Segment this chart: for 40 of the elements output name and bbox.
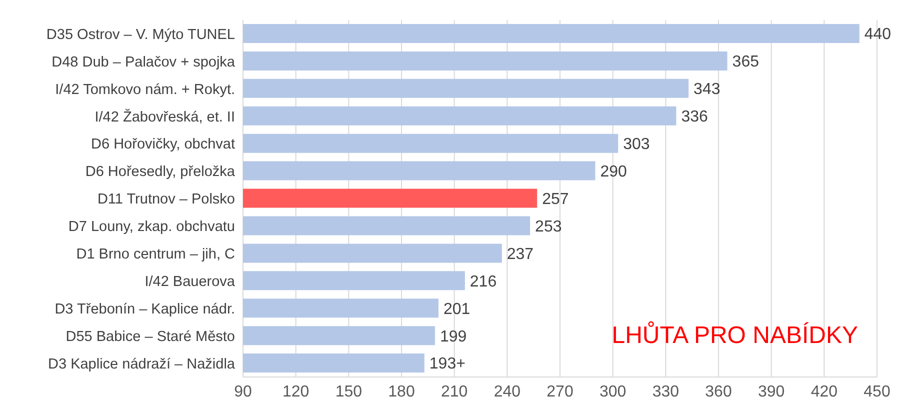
y-tick-label: D1 Brno centrum – jih, C <box>76 246 235 263</box>
data-label: 290 <box>600 163 628 180</box>
x-tick-label: 450 <box>864 383 890 400</box>
x-tick-label: 180 <box>388 383 415 400</box>
y-tick-label: D11 Trutnov – Polsko <box>97 192 235 208</box>
data-label: 257 <box>542 190 569 208</box>
x-tick-label: 390 <box>758 383 785 400</box>
x-tick-label: 300 <box>599 383 626 400</box>
x-tick-label: 420 <box>810 383 838 400</box>
data-label: 440 <box>864 26 892 44</box>
x-tick-label: 330 <box>652 383 680 400</box>
y-tick-label: D6 Hořesedly, přeložka <box>85 164 236 180</box>
data-label: 365 <box>732 54 760 71</box>
data-label: 216 <box>470 273 497 290</box>
data-label: 199 <box>440 328 467 346</box>
x-tick-label: 360 <box>705 383 732 400</box>
y-tick-label: I/42 Bauerova <box>144 274 236 290</box>
y-tick-label: D6 Hořovičky, obchvat <box>91 136 235 153</box>
data-label: 201 <box>443 300 470 318</box>
y-tick-label: D3 Kaplice nádraží – Nažidla <box>48 356 236 372</box>
y-tick-label: I/42 Tomkovo nám. + Rokyt. <box>55 82 235 98</box>
y-tick-label: D55 Babice – Staré Město <box>66 328 235 345</box>
y-tick-label: I/42 Žabovřeská, et. II <box>94 108 235 126</box>
y-tick-label: D7 Louny, zkap. obchvatu <box>68 219 235 236</box>
x-tick-label: 210 <box>440 383 468 400</box>
x-tick-label: 120 <box>282 383 310 400</box>
data-label: 303 <box>623 136 650 154</box>
data-label: 343 <box>694 81 720 98</box>
data-label: 193+ <box>429 356 466 373</box>
annotation: LHŮTA PRO NABÍDKY <box>612 322 858 350</box>
x-tick-label: 90 <box>234 383 252 400</box>
x-tick-label: 150 <box>335 383 362 400</box>
data-label: 253 <box>535 218 562 236</box>
data-label: 336 <box>681 108 708 126</box>
y-tick-label: D48 Dub – Palačov + spojka <box>52 54 236 70</box>
data-label: 237 <box>506 246 534 263</box>
y-tick-label: D35 Ostrov – V. Mýto TUNEL <box>46 26 235 43</box>
x-tick-label: 270 <box>546 383 574 400</box>
y-tick-label: D3 Třebonín – Kaplice nádr. <box>54 301 235 318</box>
x-tick-label: 240 <box>494 383 521 400</box>
